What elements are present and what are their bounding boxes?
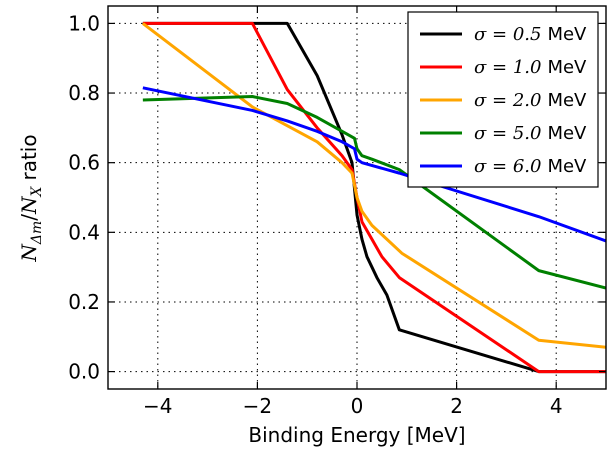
legend-label-value: 0.5 (513, 24, 542, 45)
y-axis-symbol-1: N (17, 243, 41, 263)
series-line-0 (142, 21, 606, 374)
x-tick-label: −4 (143, 394, 172, 418)
y-axis-symbol-2-subscript: X (29, 185, 45, 197)
legend-label-unit: MeV (547, 24, 587, 45)
y-axis-label: NΔm/NXratio (17, 134, 45, 262)
legend-label: σ = 2.0 MeV (474, 90, 587, 111)
legend-label-unit: MeV (547, 90, 587, 111)
series-line-2 (141, 22, 606, 349)
y-tick-label: 0.4 (68, 220, 100, 244)
y-tick-label: 1.0 (68, 11, 100, 35)
legend-label-unit: MeV (547, 156, 587, 177)
y-tick-label: 0.8 (68, 81, 100, 105)
ticks: −4 −2 0 2 4 0.0 0.2 0.4 0.6 0.8 1.0 (68, 6, 606, 418)
x-axis-label: Binding Energy [MeV] (248, 423, 465, 447)
legend-label-unit: MeV (547, 123, 587, 144)
y-axis-symbol-1-subscript: Δm (29, 221, 45, 245)
legend-label-prefix: σ = (474, 123, 513, 144)
legend-label-prefix: σ = (474, 156, 513, 177)
legend-label-value: 5.0 (513, 123, 542, 144)
legend-label: σ = 0.5 MeV (474, 24, 587, 45)
y-tick-label: 0.6 (68, 151, 100, 175)
legend-label: σ = 5.0 MeV (474, 123, 587, 144)
series-line-4 (142, 86, 606, 243)
series-lines (141, 21, 606, 374)
y-axis-slash: / (17, 214, 41, 221)
legend-label-value: 1.0 (513, 57, 542, 78)
x-tick-label: 4 (550, 394, 563, 418)
legend-label-prefix: σ = (474, 24, 513, 45)
legend-label-prefix: σ = (474, 90, 513, 111)
legend-label-prefix: σ = (474, 57, 513, 78)
x-tick-label: 2 (450, 394, 463, 418)
legend-label-unit: MeV (547, 57, 587, 78)
legend-label-value: 6.0 (513, 156, 542, 177)
legend-label: σ = 6.0 MeV (474, 156, 587, 177)
x-tick-label: −2 (243, 394, 272, 418)
legend-label: σ = 1.0 MeV (474, 57, 587, 78)
x-tick-label: 0 (351, 394, 364, 418)
y-tick-label: 0.0 (68, 360, 100, 384)
legend-label-value: 2.0 (512, 90, 542, 111)
y-tick-label: 0.2 (68, 290, 100, 314)
y-axis-symbol-2: N (17, 195, 41, 215)
y-axis-suffix: ratio (17, 134, 41, 180)
